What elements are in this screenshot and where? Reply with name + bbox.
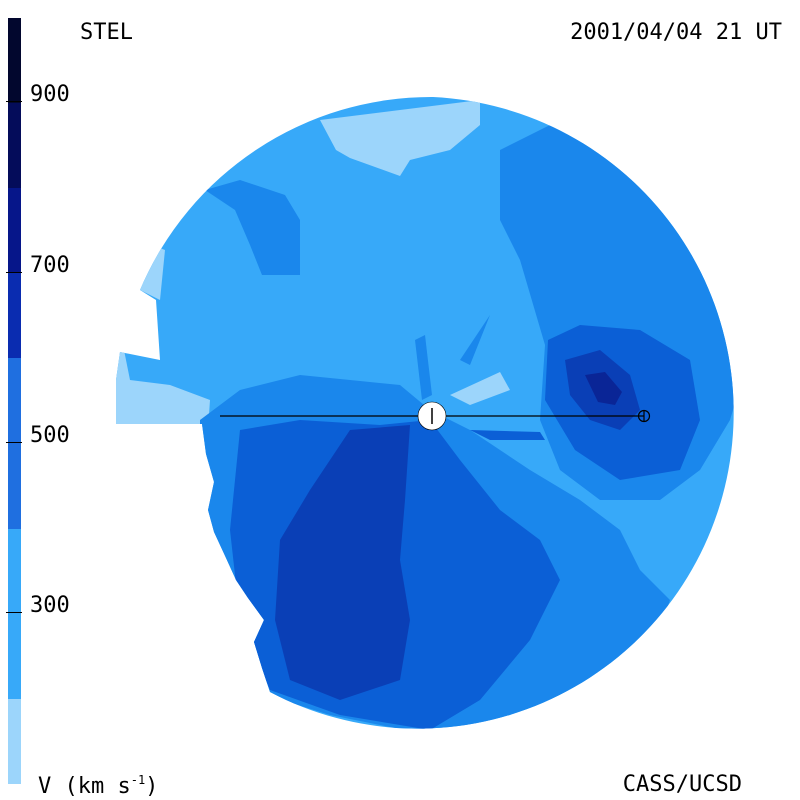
units-exponent: -1 (130, 773, 146, 787)
contour-south-core (275, 425, 410, 700)
colorbar-label-300: 300 (30, 593, 70, 618)
contour-nw-patch (205, 180, 300, 275)
colorbar-segment (8, 698, 21, 784)
colorbar-segment (8, 18, 21, 104)
source-label: STEL (80, 20, 133, 45)
streamer-3 (450, 372, 510, 405)
earth-marker (637, 409, 651, 423)
contour-east-peak (585, 372, 622, 405)
units-label: V (km s-1) (38, 774, 158, 798)
units-suffix: ) (145, 774, 159, 799)
colorbar-tick-900 (6, 101, 22, 102)
contour-slow-west (116, 340, 210, 430)
streamer-1 (415, 335, 432, 400)
contour-slow-north (320, 100, 480, 176)
colorbar-segment (8, 358, 21, 529)
credit-label: CASS/UCSD (622, 772, 742, 797)
timestamp-label: 2001/04/04 21 UT (570, 20, 782, 45)
colorbar-segment (8, 103, 21, 189)
colorbar-label-900: 900 (30, 82, 70, 107)
colorbar-segment (8, 188, 21, 274)
streamer-2 (460, 315, 490, 365)
colorbar-label-700: 700 (30, 253, 70, 278)
streamer-4 (470, 430, 545, 440)
colorbar-label-500: 500 (30, 423, 70, 448)
colorbar-tick-500 (6, 442, 22, 443)
colorbar-segment (8, 528, 21, 699)
units-prefix: V (km s (38, 774, 131, 799)
colorbar-segment (8, 273, 21, 359)
colorbar-tick-700 (6, 272, 22, 273)
colorbar-tick-300 (6, 612, 22, 613)
